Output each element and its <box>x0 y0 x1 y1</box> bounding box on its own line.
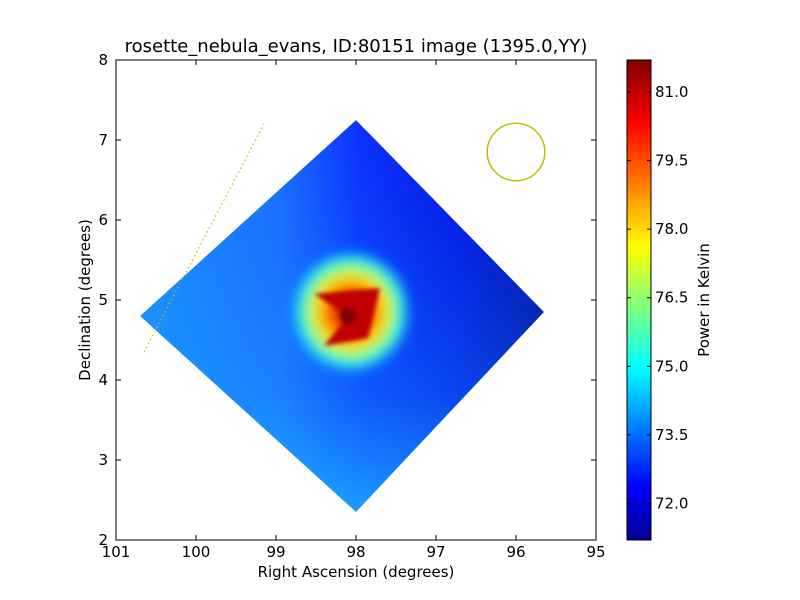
y-tick-label: 4 <box>98 371 108 389</box>
colorbar-tick-label: 75.0 <box>655 357 688 375</box>
colorbar-tick-label: 81.0 <box>655 83 688 101</box>
heatmap-image <box>140 120 546 512</box>
hotspot-core <box>314 288 380 346</box>
colorbar-tick-label: 79.5 <box>655 152 688 170</box>
x-tick-label: 98 <box>346 543 365 561</box>
x-tick-label: 100 <box>182 543 211 561</box>
colorbar <box>626 59 652 541</box>
y-tick-label: 2 <box>98 531 108 549</box>
x-tick-label: 97 <box>426 543 445 561</box>
colorbar-tick-label: 76.5 <box>655 289 688 307</box>
y-tick-label: 8 <box>98 51 108 69</box>
colorbar-tick-label: 72.0 <box>655 494 688 512</box>
peak-marker <box>340 308 356 324</box>
beam-circle <box>486 122 546 182</box>
x-axis: 101 100 99 98 97 96 95 <box>102 60 606 561</box>
x-tick-label: 101 <box>102 543 131 561</box>
y-axis: 2 3 4 5 6 7 8 <box>98 51 596 549</box>
colorbar-tick-label: 78.0 <box>655 220 688 238</box>
y-tick-label: 7 <box>98 131 108 149</box>
x-axis-label: Right Ascension (degrees) <box>258 563 455 581</box>
colorbar-tick-label: 73.5 <box>655 426 688 444</box>
colorbar-label: Power in Kelvin <box>695 243 713 357</box>
chart-title: rosette_nebula_evans, ID:80151 image (13… <box>125 36 588 57</box>
x-tick-label: 99 <box>266 543 285 561</box>
y-tick-label: 5 <box>98 291 108 309</box>
colorbar-ticks: 72.0 73.5 75.0 76.5 78.0 79.5 81.0 <box>627 83 688 512</box>
x-tick-label: 95 <box>586 543 605 561</box>
y-tick-label: 3 <box>98 451 108 469</box>
y-axis-label: Declination (degrees) <box>76 219 94 381</box>
x-tick-label: 96 <box>506 543 525 561</box>
y-tick-label: 6 <box>98 211 108 229</box>
